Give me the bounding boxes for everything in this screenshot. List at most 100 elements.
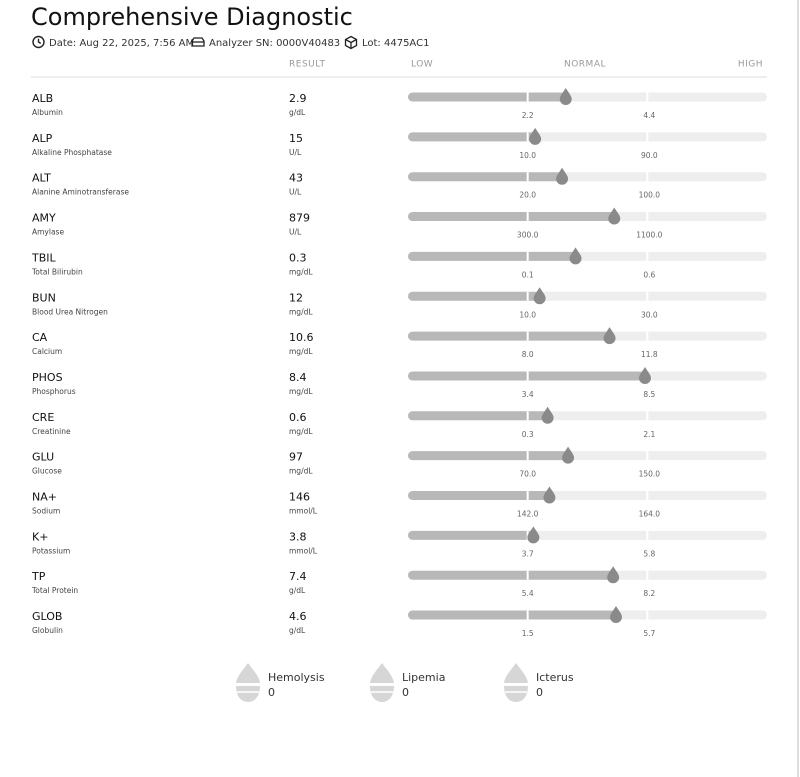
range-fill xyxy=(408,331,610,341)
high-limit: 5.8 xyxy=(643,549,655,558)
high-column-header: HIGH xyxy=(738,60,763,70)
interference-value: 0 xyxy=(402,686,409,699)
test-name: Amylase xyxy=(32,228,64,237)
interference-value: 0 xyxy=(268,686,275,699)
result-marker xyxy=(559,88,572,105)
clock-icon xyxy=(32,35,45,49)
interference-name: Icterus xyxy=(536,671,574,684)
interference-value: 0 xyxy=(536,686,543,699)
drop-top xyxy=(236,663,260,683)
test-code: AMY xyxy=(32,212,56,225)
range-fill xyxy=(408,570,614,580)
high-limit: 8.2 xyxy=(643,589,655,598)
test-code: ALT xyxy=(32,172,51,185)
low-limit: 10.0 xyxy=(519,310,536,319)
result-marker xyxy=(541,406,554,424)
test-name: Albumin xyxy=(32,108,63,117)
test-unit: U/L xyxy=(289,188,302,197)
drop-bottom xyxy=(236,686,260,702)
result-marker xyxy=(603,327,616,345)
interference-icon xyxy=(504,663,528,702)
low-limit: 70.0 xyxy=(519,470,536,479)
test-name: Sodium xyxy=(32,507,60,516)
lot-number: Lot: 4475AC1 xyxy=(362,38,429,49)
interference-name: Hemolysis xyxy=(268,671,325,684)
result-marker xyxy=(607,566,620,584)
normal-column-header: NORMAL xyxy=(564,60,606,70)
result-marker xyxy=(527,526,540,544)
result-marker xyxy=(556,167,569,185)
result-marker xyxy=(608,207,621,225)
test-code: ALP xyxy=(32,132,53,145)
low-limit: 1.5 xyxy=(522,629,534,638)
test-unit: mg/dL xyxy=(289,267,313,276)
test-unit: mg/dL xyxy=(289,467,313,476)
range-fill xyxy=(408,371,645,381)
test-unit: g/dL xyxy=(289,626,306,635)
test-unit: g/dL xyxy=(289,586,306,595)
result-marker xyxy=(569,247,582,265)
test-name: Glucose xyxy=(32,467,62,476)
low-limit: 2.2 xyxy=(522,111,534,120)
interference-icon xyxy=(370,663,394,702)
test-code: CA xyxy=(32,331,48,344)
low-limit: 10.0 xyxy=(519,151,536,160)
range-fill xyxy=(408,291,540,301)
test-name: Globulin xyxy=(32,626,63,635)
high-limit: 5.7 xyxy=(643,629,655,638)
high-limit: 90.0 xyxy=(641,151,658,160)
low-limit: 3.4 xyxy=(522,390,534,399)
high-limit: 0.6 xyxy=(643,270,655,279)
test-code: NA+ xyxy=(32,491,57,504)
test-name: Alanine Aminotransferase xyxy=(32,188,129,197)
test-result: 146 xyxy=(289,491,310,504)
low-limit: 0.1 xyxy=(522,270,534,279)
test-code: ALB xyxy=(32,92,53,105)
range-fill xyxy=(408,610,616,620)
test-code: K+ xyxy=(32,530,48,543)
low-column-header: LOW xyxy=(411,60,433,70)
test-name: Alkaline Phosphatase xyxy=(32,148,112,157)
test-result: 2.9 xyxy=(289,92,307,105)
test-unit: mg/dL xyxy=(289,427,313,436)
test-name: Blood Urea Nitrogen xyxy=(32,307,108,316)
test-name: Phosphorus xyxy=(32,387,76,396)
high-limit: 100.0 xyxy=(639,191,661,200)
test-name: Potassium xyxy=(32,546,70,555)
high-limit: 1100.0 xyxy=(636,231,662,240)
drop-top xyxy=(504,663,528,683)
range-fill xyxy=(408,172,563,182)
test-unit: mmol/L xyxy=(289,507,318,516)
test-result: 8.4 xyxy=(289,371,307,384)
test-result: 879 xyxy=(289,212,310,225)
analyzer-serial: Analyzer SN: 0000V40483 xyxy=(209,38,340,49)
test-name: Calcium xyxy=(32,347,62,356)
result-marker xyxy=(609,606,622,624)
drop-bottom xyxy=(504,686,528,702)
result-marker xyxy=(533,287,546,305)
test-name: Creatinine xyxy=(32,427,71,436)
test-unit: g/dL xyxy=(289,108,306,117)
lot-icon xyxy=(344,35,358,50)
test-name: Total Protein xyxy=(31,586,78,595)
high-limit: 2.1 xyxy=(643,430,655,439)
drop-bottom xyxy=(370,686,394,702)
test-result: 10.6 xyxy=(289,331,314,344)
low-limit: 20.0 xyxy=(519,191,536,200)
result-marker xyxy=(529,127,542,145)
report-title: Comprehensive Diagnostic xyxy=(31,3,353,31)
test-code: GLOB xyxy=(32,610,62,623)
low-limit: 142.0 xyxy=(517,510,539,519)
high-limit: 30.0 xyxy=(641,310,658,319)
result-marker xyxy=(562,446,575,464)
test-code: GLU xyxy=(32,451,54,464)
test-result: 43 xyxy=(289,172,303,185)
test-result: 15 xyxy=(289,132,303,145)
low-limit: 5.4 xyxy=(522,589,534,598)
test-unit: U/L xyxy=(289,148,302,157)
low-limit: 300.0 xyxy=(517,231,539,240)
test-result: 12 xyxy=(289,291,303,304)
test-code: PHOS xyxy=(32,371,63,384)
result-marker xyxy=(638,366,651,384)
test-code: TBIL xyxy=(31,251,57,264)
